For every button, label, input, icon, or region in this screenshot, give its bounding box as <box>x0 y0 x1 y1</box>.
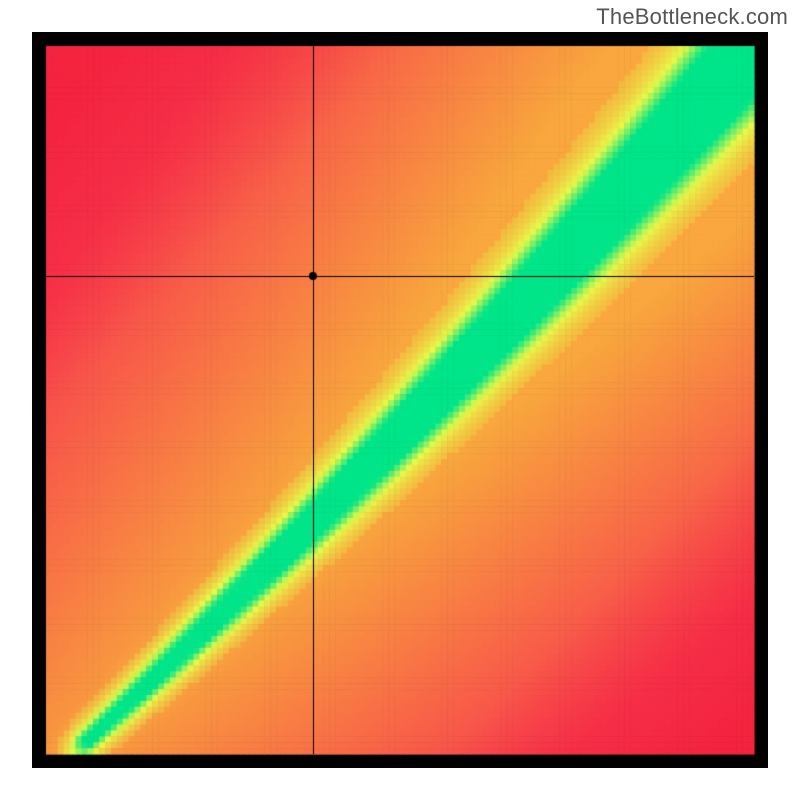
chart-container: TheBottleneck.com <box>0 0 800 800</box>
plot-outer-border <box>32 32 768 768</box>
heatmap-canvas <box>32 32 768 768</box>
watermark-label: TheBottleneck.com <box>596 4 788 30</box>
